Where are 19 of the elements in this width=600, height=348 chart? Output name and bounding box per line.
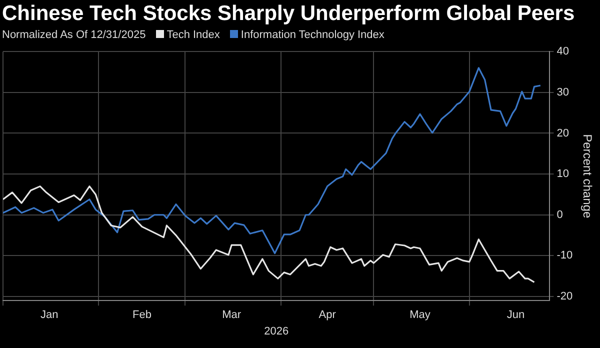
legend-label: Tech Index: [166, 29, 220, 41]
y-tick-label: 20: [556, 127, 569, 140]
y-tick-label: 30: [556, 86, 569, 98]
legend-title: Normalized As Of 12/31/2025: [2, 29, 146, 41]
x-tick-label: Mar: [222, 309, 242, 322]
x-tick-label: May: [410, 309, 431, 322]
y-tick-label: 10: [556, 168, 569, 180]
chart-title: Chinese Tech Stocks Sharply Underperform Global Peers: [2, 2, 575, 26]
x-axis-title: 2026: [264, 325, 289, 338]
x-tick-label: Apr: [318, 309, 336, 322]
y-axis-title: Percent change: [580, 134, 594, 218]
y-tick-label: -10: [556, 250, 573, 262]
legend-label: Information Technology Index: [240, 29, 384, 41]
x-tick-label: Feb: [132, 309, 152, 322]
y-tick-label: 40: [556, 46, 569, 58]
x-tick-label: Jan: [40, 309, 58, 322]
y-tick-label: -20: [556, 290, 573, 303]
x-tick-label: Jun: [506, 309, 525, 322]
y-tick-label: 0: [556, 208, 563, 221]
